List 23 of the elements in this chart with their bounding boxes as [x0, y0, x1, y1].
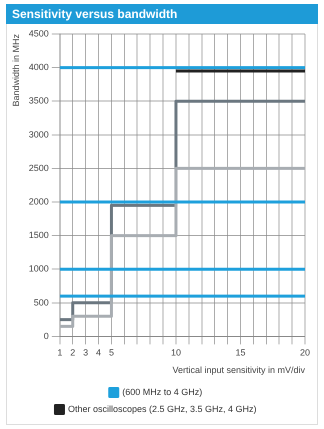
y-tick-label: 1000 [28, 264, 49, 274]
y-axis-title: Bandwidth in MHz [10, 34, 21, 107]
y-tick-label: 500 [34, 297, 49, 308]
chart-title: Sensitivity versus bandwidth [6, 4, 318, 24]
x-tick-label: 2 [70, 347, 76, 358]
x-tick-label: 15 [235, 347, 246, 358]
y-tick-label: 3500 [28, 96, 49, 106]
legend-label: Other oscilloscopes (2.5 GHz, 3.5 GHz, 4 GHz) [68, 404, 257, 414]
x-tick-label: 4 [96, 347, 102, 358]
x-tick-label: 10 [170, 347, 181, 358]
y-tick-label: 0 [44, 330, 49, 341]
x-axis-title: Vertical input sensitivity in mV/div [172, 365, 306, 376]
x-tick-label: 5 [108, 347, 114, 358]
y-tick-label: 1500 [28, 230, 49, 240]
legend-label: (600 MHz to 4 GHz) [122, 386, 202, 397]
x-tick-label: 1 [57, 347, 62, 358]
y-tick-label: 2000 [28, 196, 49, 206]
x-tick-label: 20 [300, 347, 310, 358]
y-tick-label: 2500 [28, 162, 49, 173]
y-tick-label: 3000 [28, 129, 49, 140]
y-tick-label: 4500 [28, 28, 49, 38]
x-tick-label: 3 [83, 347, 88, 358]
y-tick-label: 4000 [28, 62, 49, 72]
